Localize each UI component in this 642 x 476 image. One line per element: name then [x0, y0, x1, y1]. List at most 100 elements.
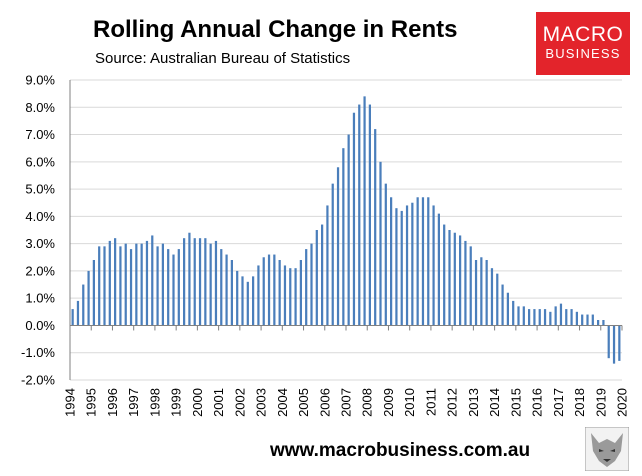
bar	[310, 243, 313, 326]
bar	[549, 311, 552, 326]
bar	[379, 161, 382, 326]
bar	[257, 265, 260, 326]
chart-title: Rolling Annual Change in Rents	[93, 16, 458, 43]
bar	[124, 243, 127, 326]
x-tick-label: 2018	[572, 388, 587, 417]
x-tick-label: 2009	[381, 388, 396, 417]
bar	[612, 325, 616, 364]
bar	[246, 281, 249, 326]
bar	[167, 249, 170, 326]
bar	[342, 148, 345, 326]
bar	[591, 314, 594, 326]
bar	[103, 246, 106, 326]
x-tick-label: 2010	[402, 388, 417, 417]
bar	[459, 235, 462, 326]
x-tick-label: 2015	[508, 388, 523, 417]
bar	[220, 249, 223, 326]
bar	[538, 309, 541, 326]
y-tick-label: 2.0%	[25, 263, 55, 278]
bar	[421, 197, 425, 326]
logo-line2: BUSINESS	[545, 46, 621, 61]
bar	[581, 314, 584, 326]
y-tick-label: 5.0%	[25, 182, 55, 197]
bar	[283, 265, 287, 326]
macrobusiness-logo: MACRO BUSINESS	[536, 12, 630, 75]
bar	[241, 276, 244, 326]
bar	[602, 320, 605, 326]
bar	[193, 238, 196, 326]
bar	[273, 254, 276, 326]
bar	[363, 96, 366, 326]
x-tick-label: 1996	[105, 388, 120, 417]
bar	[321, 224, 324, 326]
bar	[384, 183, 387, 326]
bar	[347, 134, 350, 326]
bar	[565, 309, 568, 326]
bar	[448, 230, 451, 326]
y-tick-label: -2.0%	[21, 373, 55, 388]
bar	[597, 320, 600, 326]
bar	[528, 309, 531, 326]
bar	[416, 197, 419, 326]
bar	[374, 129, 377, 326]
y-axis-ticks: 9.0% 8.0% 7.0% 6.0% 5.0% 4.0% 3.0% 2.0% 1.0% 0.0%…	[21, 73, 55, 388]
bar	[464, 240, 467, 326]
bar	[437, 213, 440, 326]
bar	[188, 232, 191, 326]
x-tick-label: 2020	[615, 388, 630, 417]
bar	[485, 260, 488, 326]
bars	[71, 96, 621, 364]
y-tick-label: 0.0%	[25, 318, 55, 333]
bar	[474, 260, 478, 326]
bar	[278, 260, 281, 326]
bar	[543, 309, 547, 326]
bar	[172, 254, 175, 326]
x-tick-label: 2012	[445, 388, 460, 417]
bar	[204, 238, 207, 326]
y-tick-label: 1.0%	[25, 291, 55, 306]
bar	[517, 306, 520, 326]
y-tick-label: 3.0%	[25, 236, 55, 251]
bar	[400, 210, 403, 326]
x-tick-label: 2016	[530, 388, 545, 417]
x-tick-label: 2001	[211, 388, 226, 417]
bar	[570, 309, 573, 326]
bar	[87, 270, 90, 326]
bar	[214, 240, 218, 326]
bar	[230, 260, 233, 326]
bar	[522, 306, 525, 326]
x-tick-label: 2005	[296, 388, 311, 417]
x-tick-label: 2017	[551, 388, 566, 417]
bar	[586, 314, 589, 326]
x-tick-label: 2011	[423, 388, 438, 416]
bar	[443, 224, 446, 326]
bar	[554, 306, 557, 326]
wolf-logo-icon	[585, 427, 629, 471]
bar	[432, 205, 435, 326]
x-tick-label: 1997	[126, 388, 141, 417]
bar	[108, 240, 111, 326]
bar	[358, 104, 361, 326]
x-tick-label: 2006	[317, 388, 332, 417]
y-tick-label: -1.0%	[21, 345, 55, 360]
bar	[533, 309, 536, 326]
bar	[145, 240, 149, 326]
bar	[161, 243, 164, 326]
bar	[331, 183, 334, 326]
bar	[236, 270, 239, 326]
bar	[326, 205, 329, 326]
x-tick-label: 2000	[190, 388, 205, 417]
bar	[198, 238, 202, 326]
bar	[559, 303, 563, 326]
x-tick-label: 1994	[63, 388, 78, 417]
bar	[135, 243, 138, 326]
y-tick-label: 7.0%	[25, 127, 55, 142]
x-tick-label: 2003	[254, 388, 269, 417]
chart-subtitle: Source: Australian Bureau of Statistics	[95, 50, 351, 67]
bar	[469, 246, 472, 326]
bar	[480, 257, 483, 326]
bar	[390, 197, 393, 326]
footer-url[interactable]: www.macrobusiness.com.au	[270, 440, 531, 461]
bar	[156, 246, 159, 326]
